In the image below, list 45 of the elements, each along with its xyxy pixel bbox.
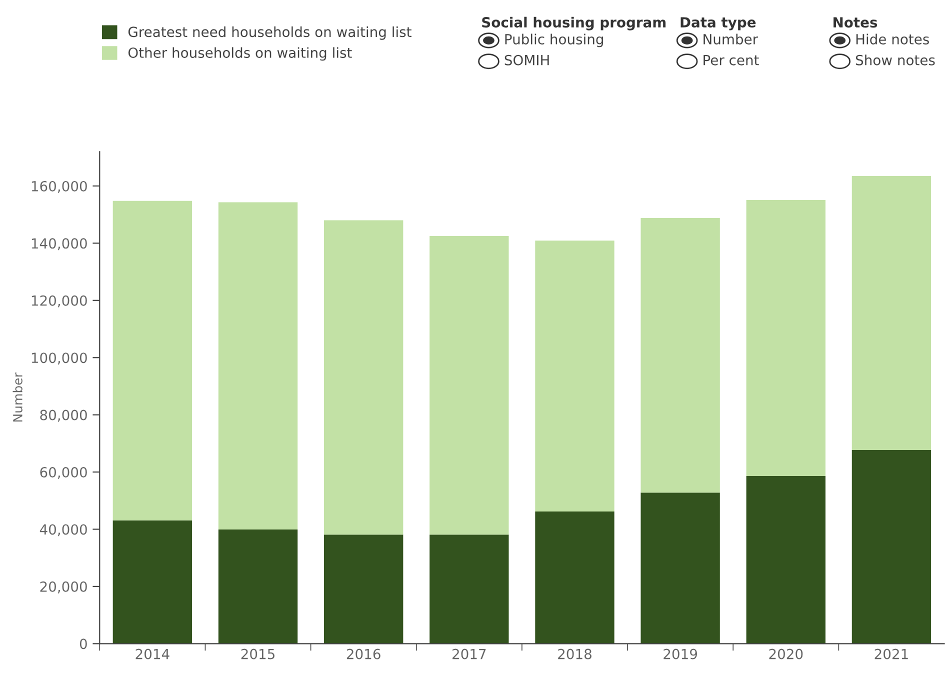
text: Social housing program [482, 16, 666, 30]
x-tick-label: 2020 [769, 648, 803, 660]
bar [112, 520, 192, 644]
x-tick-label: 2016 [346, 648, 380, 660]
y-tick-label: 40,000 [40, 524, 87, 536]
text: Notes [834, 17, 878, 28]
bar [218, 530, 298, 644]
y-tick-label: 100,000 [32, 352, 87, 365]
legend-label: Other households on waiting list [128, 47, 352, 61]
bar [218, 202, 298, 530]
text: Public housing [505, 34, 603, 48]
x-tick-label: 2019 [664, 648, 698, 660]
text: Number [704, 34, 758, 44]
y-tick-label: 60,000 [40, 467, 87, 479]
bar [852, 450, 932, 644]
bar [112, 200, 192, 520]
y-tick-label: 80,000 [40, 410, 87, 422]
x-tick-label: 2017 [452, 648, 486, 660]
bar [324, 220, 404, 535]
y-tick-label: 140,000 [32, 238, 87, 250]
bar [640, 218, 720, 493]
bar [746, 476, 826, 644]
text: SOMIH [504, 54, 549, 66]
bar [746, 200, 826, 476]
text: Show notes [856, 54, 935, 66]
y-tick-label: 0 [80, 638, 87, 650]
x-tick-label: 2021 [874, 648, 908, 660]
bar [535, 240, 614, 512]
text: Hide notes [856, 34, 929, 44]
x-tick-label: 2015 [241, 648, 274, 660]
legend-label: Greatest need households on waiting list [128, 26, 412, 40]
text: Data type [680, 17, 756, 30]
x-tick-label: 2018 [558, 648, 592, 660]
y-axis-title: Number [12, 372, 22, 422]
bar [324, 534, 404, 644]
y-tick-label: 20,000 [40, 581, 87, 594]
text: Per cent [704, 55, 759, 66]
bar [640, 492, 720, 644]
y-tick-label: 120,000 [32, 295, 87, 308]
bar [852, 176, 932, 450]
bar [430, 534, 509, 644]
bar [535, 512, 614, 644]
x-tick-label: 2014 [136, 648, 170, 660]
y-tick-label: 160,000 [32, 180, 87, 193]
bar [430, 236, 509, 535]
